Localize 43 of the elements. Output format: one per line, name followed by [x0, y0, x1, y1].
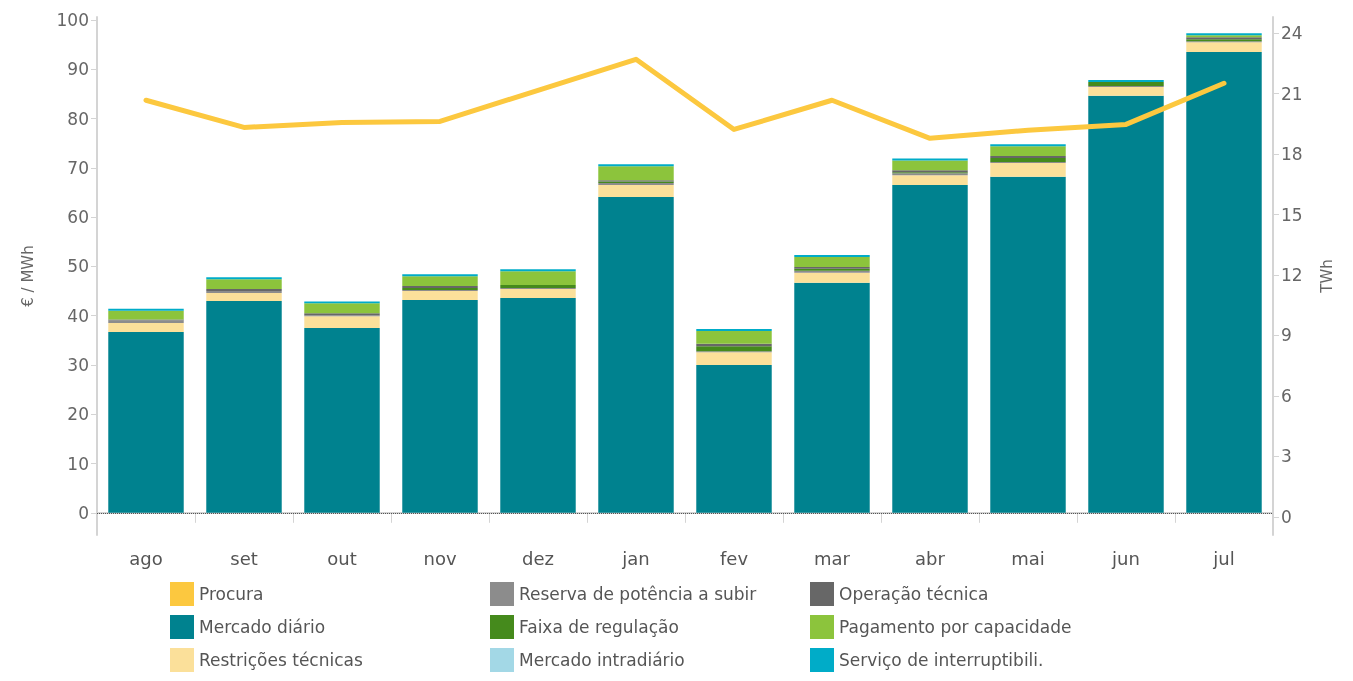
- y2-axis-title: TWh: [1317, 259, 1336, 294]
- y2-tick-label: 3: [1281, 446, 1292, 467]
- legend-label: Operação técnica: [839, 584, 989, 604]
- y-tick-label: 100: [56, 9, 89, 30]
- y2-tick-label: 6: [1281, 385, 1292, 406]
- y-tick-label: 20: [67, 404, 89, 425]
- x-tick-label: mai: [1011, 547, 1045, 569]
- y-tick-label: 90: [67, 59, 89, 80]
- x-tick-label: out: [327, 547, 357, 569]
- y2-tick-label: 12: [1281, 264, 1303, 285]
- x-tick-label: set: [230, 547, 258, 569]
- y-tick-label: 70: [67, 157, 89, 178]
- y-tick-label: 80: [67, 108, 89, 129]
- y-tick-label: 10: [67, 453, 89, 474]
- legend-label: Mercado diário: [199, 617, 326, 637]
- y2-tick-label: 21: [1281, 83, 1303, 104]
- y2-tick-label: 24: [1281, 23, 1303, 44]
- y-tick-label: 30: [67, 354, 89, 375]
- y-tick-label: 40: [67, 305, 89, 326]
- legend-label: Mercado intradiário: [519, 650, 685, 670]
- y2-tick-label: 18: [1281, 144, 1303, 165]
- y2-tick-label: 9: [1281, 325, 1292, 346]
- x-tick-label: jul: [1212, 547, 1235, 569]
- x-tick-label: fev: [719, 547, 749, 569]
- y2-tick-label: 0: [1281, 506, 1292, 527]
- legend-label: Restrições técnicas: [199, 650, 363, 670]
- legend-label: Pagamento por capacidade: [839, 617, 1072, 637]
- x-tick-label: jun: [1111, 547, 1140, 569]
- x-tick-label: nov: [423, 547, 457, 569]
- legend-label: Procura: [199, 584, 264, 604]
- legend-label: Serviço de interruptibili.: [839, 650, 1044, 670]
- legend-label: Faixa de regulação: [519, 617, 679, 637]
- y-tick-label: 50: [67, 256, 89, 277]
- x-tick-label: abr: [915, 547, 946, 569]
- y2-tick-label: 15: [1281, 204, 1303, 225]
- y-tick-label: 0: [78, 502, 89, 523]
- x-tick-label: ago: [129, 547, 163, 569]
- y-axis-title: € / MWh: [18, 245, 37, 307]
- legend-label: Reserva de potência a subir: [519, 584, 757, 604]
- x-tick-label: dez: [522, 547, 554, 569]
- y-tick-label: 60: [67, 207, 89, 228]
- x-tick-label: jan: [621, 547, 650, 569]
- x-tick-label: mar: [814, 547, 851, 569]
